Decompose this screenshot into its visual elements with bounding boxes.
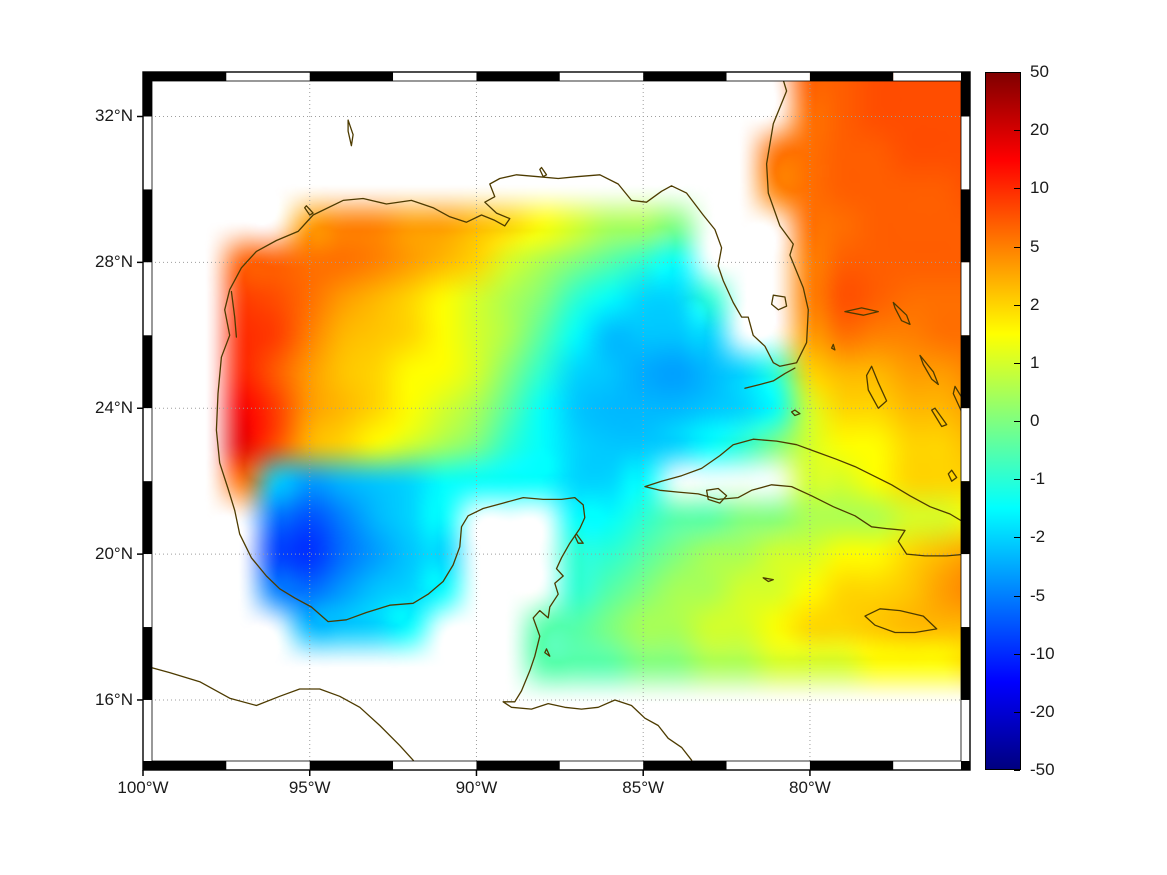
colorbar-tick [1014, 653, 1020, 655]
x-tick-label: 100°W [117, 778, 169, 797]
colorbar-tick-label: 50 [1030, 62, 1049, 81]
coastline-path [539, 166, 548, 178]
coastline-path [919, 354, 939, 386]
colorbar-tick-label: 10 [1030, 178, 1049, 198]
coastline-path [705, 487, 728, 504]
colorbar-tick [1014, 304, 1020, 306]
coastline-path [644, 438, 970, 557]
x-tick-label: 95°W [288, 778, 331, 797]
coastline-path [931, 407, 948, 428]
coastline-path [864, 608, 938, 634]
colorbar-tick [1014, 537, 1020, 539]
y-tick-label: 28°N [95, 252, 133, 272]
coastline-path [574, 533, 584, 544]
y-tick-label: 20°N [95, 544, 133, 564]
coastline-path [230, 290, 238, 338]
coastlines [143, 72, 970, 770]
y-tick-label: 24°N [95, 398, 133, 418]
colorbar-tick-label: 5 [1030, 236, 1040, 256]
colorbar-tick-label: 0 [1030, 411, 1040, 430]
coastline-path [830, 343, 836, 351]
coastline-path [844, 307, 879, 316]
colorbar-tick-label: 2 [1030, 294, 1040, 314]
coastline-path [215, 72, 809, 770]
x-tick-label: 85°W [622, 778, 665, 797]
colorbar-tick-label: -50 [1030, 760, 1055, 779]
coastline-path [790, 409, 801, 417]
coastline-path [304, 205, 314, 216]
colorbar-tick [1014, 479, 1020, 481]
coastline-path [892, 301, 911, 326]
colorbar-tick-label: 20 [1030, 120, 1049, 140]
y-tick-label: 16°N [95, 689, 133, 709]
colorbar-tick-label: -1 [1030, 469, 1046, 489]
coastline-path [544, 648, 551, 657]
coastline-path [347, 119, 354, 147]
y-tick-label: 32°N [95, 106, 133, 126]
heatmap-canvas [143, 72, 970, 770]
coastline-path [865, 365, 888, 409]
axis-ticks [137, 115, 811, 776]
x-tick-label: 80°W [789, 778, 831, 797]
coastline-path [762, 577, 774, 583]
colorbar-tick [1014, 595, 1020, 597]
x-tick-label: 90°W [455, 778, 498, 797]
graticule [143, 72, 970, 770]
colorbar-tick [1014, 72, 1020, 73]
coastline-path [770, 294, 788, 311]
colorbar-tick-label: -20 [1030, 701, 1055, 721]
coastline-path [947, 469, 958, 482]
map-frame [142, 71, 971, 771]
colorbar-tick [1014, 246, 1020, 248]
colorbar-tick [1014, 711, 1020, 713]
colorbar-tick-label: -10 [1030, 643, 1055, 663]
colorbar-tick [1014, 188, 1020, 190]
colorbar-tick [1014, 130, 1020, 132]
colorbar-tick [1014, 362, 1020, 364]
colorbar-tick [1014, 421, 1020, 422]
colorbar-tick-label: -5 [1030, 585, 1046, 605]
colorbar-tick [1014, 770, 1020, 771]
coastline-path [143, 664, 420, 770]
coastline-path [744, 367, 796, 389]
colorbar-tick-label: 1 [1030, 352, 1040, 372]
colorbar-tick-label: -2 [1030, 527, 1046, 547]
